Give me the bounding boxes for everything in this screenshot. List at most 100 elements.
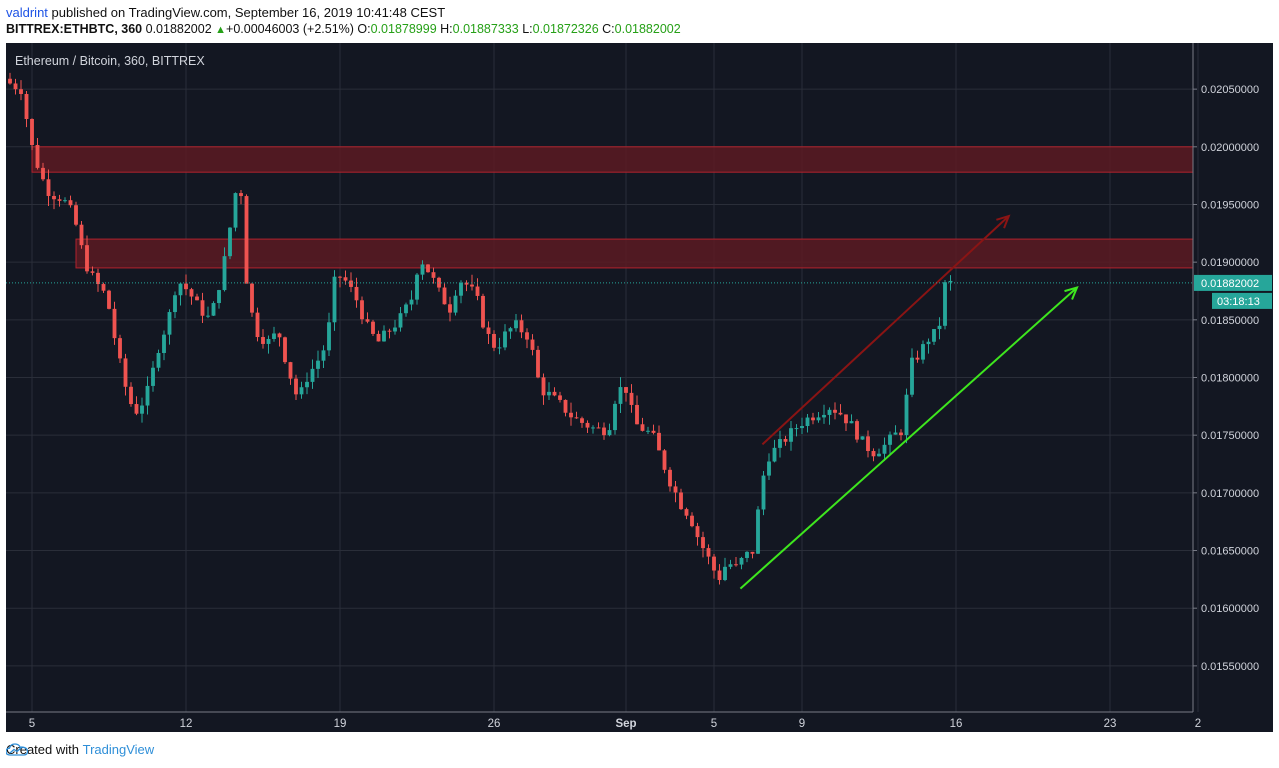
candle-body	[712, 556, 716, 571]
candle-body	[756, 509, 760, 554]
candle-body	[398, 313, 403, 328]
candle-body	[74, 205, 78, 225]
candle-body	[789, 428, 793, 442]
candle-body	[926, 341, 931, 345]
candle-body	[651, 430, 656, 433]
candle-body	[30, 119, 34, 145]
candle-body	[734, 564, 738, 566]
candle-body	[910, 357, 914, 395]
countdown-label: 03:18:13	[1217, 296, 1260, 308]
candle-body	[646, 430, 650, 432]
candle-body	[129, 386, 133, 405]
candle-body	[349, 280, 353, 287]
tradingview-brand[interactable]: TradingView	[82, 742, 155, 757]
candle-body	[420, 264, 425, 275]
candle-body	[695, 526, 700, 538]
x-tick-label: 16	[950, 718, 963, 730]
candle-body	[679, 492, 683, 510]
candle-body	[310, 368, 315, 382]
candle-body	[24, 93, 29, 120]
candle-body	[536, 349, 540, 378]
low-value: 0.01872326	[532, 22, 599, 36]
time-axis: 5 12 19 26 Sep 5 9 16 23 2	[6, 711, 1201, 730]
candle-body	[745, 551, 749, 558]
candle-body	[525, 332, 529, 340]
candle-body	[596, 427, 601, 429]
candle-body	[101, 284, 106, 291]
resistance-zone	[75, 238, 1194, 269]
candle-body	[118, 338, 122, 359]
candle-body	[63, 200, 67, 202]
candle-body	[624, 387, 628, 393]
x-tick-label: 12	[180, 718, 193, 730]
x-tick-label: 23	[1104, 718, 1117, 730]
candle-body	[343, 277, 348, 281]
candle-body	[849, 421, 854, 424]
candle-body	[8, 78, 12, 84]
candle-body	[459, 282, 463, 296]
candle-body	[409, 299, 414, 305]
candle-body	[635, 404, 639, 425]
candle-body	[706, 548, 711, 557]
candle-body	[283, 337, 287, 363]
up-triangle-icon: ▲	[215, 24, 227, 36]
candle-body	[948, 280, 953, 283]
candle-body	[189, 289, 194, 297]
x-tick-label: 9	[799, 718, 805, 730]
candle-body	[838, 412, 843, 415]
resistance-zone	[31, 146, 1194, 173]
x-tick-label: 2	[1195, 718, 1201, 730]
candle-body	[365, 319, 370, 322]
candle-body	[46, 179, 51, 196]
chart-frame[interactable]: 0.01882002 03:18:13 0.01550000 0.01600000 0…	[6, 43, 1273, 732]
created-with-text: Created with	[6, 742, 79, 757]
author-link[interactable]: valdrint	[6, 5, 48, 20]
countdown-badge	[1212, 292, 1272, 309]
candle-body	[739, 557, 744, 565]
candle-body	[140, 405, 144, 414]
candle-body	[233, 193, 238, 228]
candle-body	[167, 312, 172, 335]
candle-body	[316, 360, 320, 369]
candle-body	[134, 404, 139, 414]
candle-body	[772, 447, 777, 462]
candle-body	[52, 195, 56, 200]
open-value: 0.01878999	[370, 22, 437, 36]
candle-body	[178, 283, 183, 296]
candle-body	[921, 344, 925, 360]
trend-lines	[739, 214, 1079, 590]
candle-body	[145, 385, 150, 406]
candle-body	[657, 432, 661, 451]
candle-body	[932, 329, 936, 342]
candle-body	[888, 434, 892, 445]
candle-body	[112, 308, 117, 339]
low-label: L:	[522, 22, 533, 36]
candle-body	[811, 417, 815, 421]
candle-body	[299, 387, 304, 395]
candle-body	[904, 394, 909, 436]
candle-body	[156, 352, 161, 368]
y-tick-label: 0.01600000	[1201, 603, 1259, 615]
resistance-zones	[31, 146, 1194, 269]
candle-body	[558, 395, 562, 400]
candle-body	[794, 428, 799, 430]
candle-body	[662, 450, 667, 470]
candle-body	[13, 83, 18, 90]
candle-body	[239, 193, 243, 197]
candle-body	[767, 461, 771, 476]
candle-body	[855, 421, 859, 440]
green-arrow-head	[1064, 285, 1079, 300]
candle-body	[244, 196, 249, 284]
last-price-line: 0.01882002 03:18:13	[6, 274, 1272, 309]
candle-body	[162, 334, 166, 353]
candle-body	[844, 414, 848, 424]
candle-body	[376, 333, 381, 342]
candle-body	[90, 271, 95, 273]
green-trend-line	[739, 286, 1078, 590]
candle-body	[79, 224, 84, 246]
candle-body	[107, 290, 111, 309]
x-tick-label: 26	[488, 718, 501, 730]
candle-body	[96, 272, 100, 285]
candle-body	[580, 418, 584, 423]
